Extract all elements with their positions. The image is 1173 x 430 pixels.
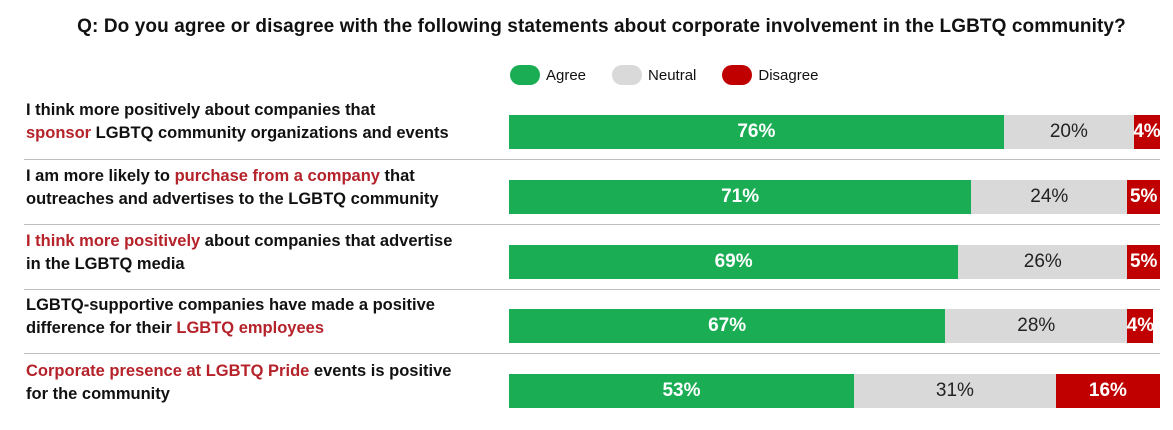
bar-segment-disagree: 5% [1127, 245, 1160, 279]
bar-segment-agree: 53% [509, 374, 855, 408]
legend-label-disagree: Disagree [758, 66, 819, 84]
stacked-bar: 53% 31% 16% [509, 374, 1160, 408]
legend-swatch-agree [510, 65, 540, 85]
row-divider [24, 159, 1160, 160]
bar-segment-agree: 71% [509, 180, 972, 214]
bar-segment-neutral: 20% [1003, 115, 1134, 149]
legend-item-disagree: Disagree [722, 65, 818, 85]
bar-segment-neutral: 28% [945, 309, 1128, 343]
bar-segment-disagree: 4% [1133, 115, 1161, 149]
row-divider [24, 289, 1160, 290]
category-label: I think more positively about companies … [26, 99, 496, 145]
stacked-bar: 71% 24% 5% [509, 180, 1160, 214]
label-text: I think more positively about companies … [26, 101, 376, 119]
label-text: about companies that advertise [200, 232, 453, 250]
bar-segment-neutral: 24% [971, 180, 1128, 214]
bar-segment-neutral: 31% [854, 374, 1056, 408]
chart-title: Q: Do you agree or disagree with the fol… [77, 16, 1126, 37]
legend-item-agree: Agree [510, 65, 586, 85]
bar-segment-agree: 76% [509, 115, 1004, 149]
legend: Agree Neutral Disagree [510, 64, 844, 86]
bar-segment-disagree: 5% [1127, 180, 1160, 214]
label-text: I am more likely to [26, 167, 175, 185]
highlighted-text: sponsor [26, 124, 92, 142]
label-text: in the LGBTQ media [26, 255, 185, 273]
highlighted-text: Corporate presence at LGBTQ Pride [26, 362, 310, 380]
label-text: that [379, 167, 415, 185]
legend-label-agree: Agree [546, 66, 587, 84]
bar-segment-agree: 69% [509, 245, 959, 279]
highlighted-text: LGBTQ employees [176, 319, 324, 337]
label-text: LGBTQ-supportive companies have made a p… [26, 296, 435, 314]
category-label: Corporate presence at LGBTQ Pride events… [26, 360, 496, 406]
category-label: I am more likely to purchase from a comp… [26, 165, 496, 211]
label-text: for the community [26, 385, 170, 403]
legend-item-neutral: Neutral [612, 65, 696, 85]
label-text: events is positive [309, 362, 452, 380]
highlighted-text: I think more positively [26, 232, 201, 250]
row-divider [24, 224, 1160, 225]
row-divider [24, 353, 1160, 354]
bar-segment-neutral: 26% [958, 245, 1128, 279]
label-text: LGBTQ community organizations and events [91, 124, 449, 142]
bar-segment-disagree: 16% [1055, 374, 1160, 408]
stacked-bar: 76% 20% 4% [509, 115, 1161, 149]
stacked-bar: 69% 26% 5% [509, 245, 1160, 279]
category-label: I think more positively about companies … [26, 230, 496, 276]
label-text: outreaches and advertises to the LGBTQ c… [26, 190, 439, 208]
legend-swatch-disagree [722, 65, 753, 85]
legend-swatch-neutral [612, 65, 643, 85]
label-text: difference for their [26, 319, 177, 337]
category-label: LGBTQ-supportive companies have made a p… [26, 294, 496, 340]
highlighted-text: purchase from a company [174, 167, 380, 185]
bar-segment-disagree: 4% [1127, 309, 1154, 343]
legend-label-neutral: Neutral [648, 66, 697, 84]
stacked-bar: 67% 28% 4% [509, 309, 1160, 343]
bar-segment-agree: 67% [509, 309, 946, 343]
